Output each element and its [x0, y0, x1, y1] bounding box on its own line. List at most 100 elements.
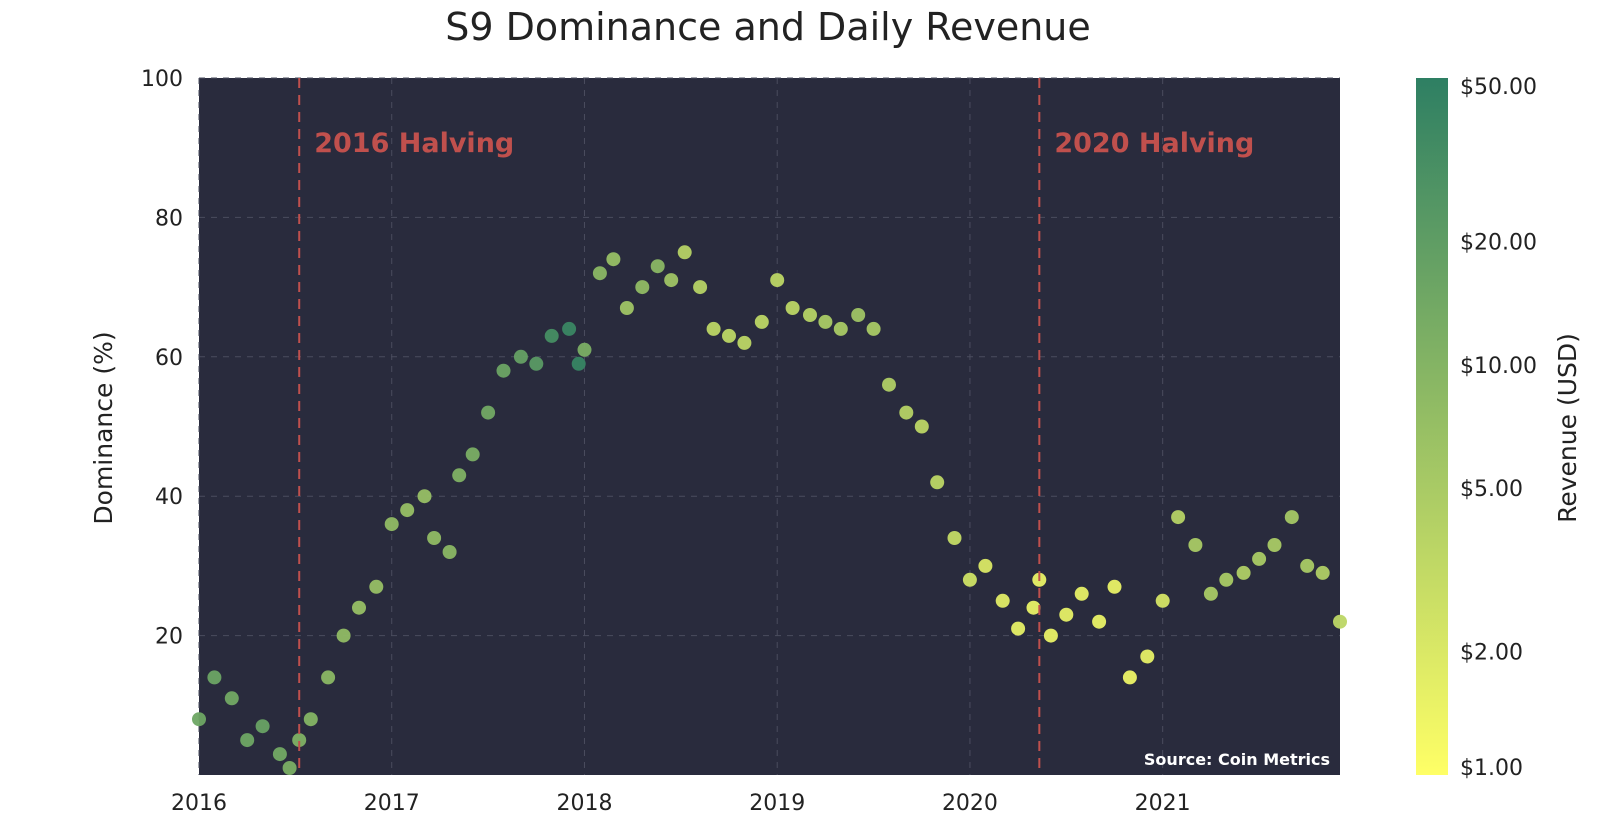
- annotations: 2016 Halving 2020 Halving: [298, 78, 1254, 775]
- data-point: [577, 342, 592, 357]
- colorbar-ticks: $50.00 $20.00 $10.00 $5.00 $2.00 $1.00: [1460, 75, 1537, 781]
- y-axis-label: Dominance (%): [89, 331, 118, 524]
- data-point: [1092, 614, 1107, 629]
- data-point: [452, 468, 467, 483]
- data-point: [1236, 565, 1251, 580]
- data-point: [1171, 510, 1186, 525]
- x-tick-label: 2016: [171, 791, 227, 816]
- colorbar-tick-label: $5.00: [1460, 477, 1523, 502]
- data-point: [1059, 607, 1074, 622]
- colorbar-tick-label: $1.00: [1460, 756, 1523, 781]
- data-point: [442, 545, 457, 559]
- x-tick-label: 2021: [1135, 791, 1191, 816]
- data-point: [1107, 579, 1122, 594]
- data-point: [803, 308, 817, 322]
- data-point: [1315, 565, 1330, 580]
- data-point: [754, 314, 769, 329]
- plot-area: [199, 78, 1340, 775]
- data-point: [785, 301, 800, 315]
- x-tick-label: 2020: [942, 791, 998, 816]
- data-point: [352, 600, 366, 615]
- colorbar: [1416, 78, 1448, 775]
- data-point: [650, 259, 665, 274]
- data-point: [592, 266, 607, 281]
- data-point: [1140, 649, 1155, 664]
- data-point: [336, 628, 351, 643]
- data-point: [677, 245, 692, 260]
- data-point: [833, 321, 848, 336]
- data-point: [770, 273, 785, 288]
- x-tick-label: 2019: [749, 791, 805, 816]
- data-point: [417, 489, 432, 504]
- chart-title: S9 Dominance and Daily Revenue: [445, 5, 1091, 49]
- data-point: [207, 670, 222, 685]
- data-point: [465, 447, 480, 462]
- colorbar-tick-label: $2.00: [1460, 641, 1523, 666]
- x-tick-label: 2018: [556, 791, 612, 816]
- y-tick-label: 60: [155, 346, 183, 371]
- colorbar-tick-label: $10.00: [1460, 354, 1537, 379]
- data-point: [1155, 593, 1170, 608]
- data-point: [255, 719, 270, 734]
- data-point: [619, 301, 634, 315]
- data-point: [384, 517, 399, 532]
- data-point: [995, 593, 1010, 608]
- data-point: [1219, 572, 1234, 587]
- data-point: [292, 733, 307, 748]
- data-point: [321, 670, 336, 685]
- data-point: [1122, 670, 1137, 685]
- x-axis-ticks: 2016 2017 2018 2019 2020 2021: [171, 791, 1191, 816]
- data-point: [192, 712, 206, 727]
- data-point: [1026, 600, 1041, 615]
- data-point: [571, 356, 586, 371]
- y-tick-label: 20: [155, 625, 183, 650]
- grid-lines: [198, 77, 1340, 775]
- data-point: [1011, 621, 1026, 636]
- source-note: Source: Coin Metrics: [1144, 750, 1330, 769]
- data-point: [529, 356, 544, 371]
- halving-label: 2016 Halving: [314, 128, 514, 159]
- data-point: [978, 558, 993, 573]
- data-point: [914, 419, 929, 434]
- data-point: [930, 475, 945, 490]
- data-point: [866, 321, 881, 336]
- data-point: [1074, 586, 1089, 601]
- data-point: [272, 747, 287, 762]
- y-tick-label: 40: [155, 485, 183, 510]
- data-point: [1043, 628, 1058, 643]
- data-point: [1188, 538, 1203, 552]
- data-point: [635, 280, 650, 295]
- data-point: [882, 377, 896, 392]
- y-axis-ticks: 20 40 60 80 100: [141, 67, 183, 650]
- x-tick-label: 2017: [364, 791, 420, 816]
- data-point: [947, 531, 962, 545]
- data-point: [496, 363, 511, 378]
- scatter-points: [192, 245, 1347, 775]
- data-point: [240, 733, 255, 748]
- data-point: [303, 712, 318, 727]
- colorbar-tick-label: $20.00: [1460, 230, 1537, 255]
- data-point: [606, 252, 621, 267]
- data-point: [818, 314, 833, 329]
- data-point: [562, 321, 577, 336]
- data-point: [693, 280, 708, 295]
- y-tick-label: 100: [141, 67, 183, 92]
- data-point: [706, 321, 721, 336]
- data-point: [1284, 510, 1299, 525]
- y-tick-label: 80: [155, 206, 183, 231]
- colorbar-tick-label: $50.00: [1460, 75, 1537, 100]
- halving-label: 2020 Halving: [1054, 128, 1254, 159]
- data-point: [400, 503, 415, 518]
- data-point: [1300, 558, 1315, 573]
- data-point: [481, 405, 496, 420]
- data-point: [282, 761, 297, 775]
- data-point: [851, 308, 866, 322]
- data-point: [899, 405, 914, 420]
- data-point: [664, 273, 679, 288]
- data-point: [224, 691, 239, 706]
- data-point: [513, 349, 528, 364]
- data-point: [1267, 538, 1282, 552]
- data-point: [1203, 586, 1218, 601]
- data-point: [544, 328, 559, 343]
